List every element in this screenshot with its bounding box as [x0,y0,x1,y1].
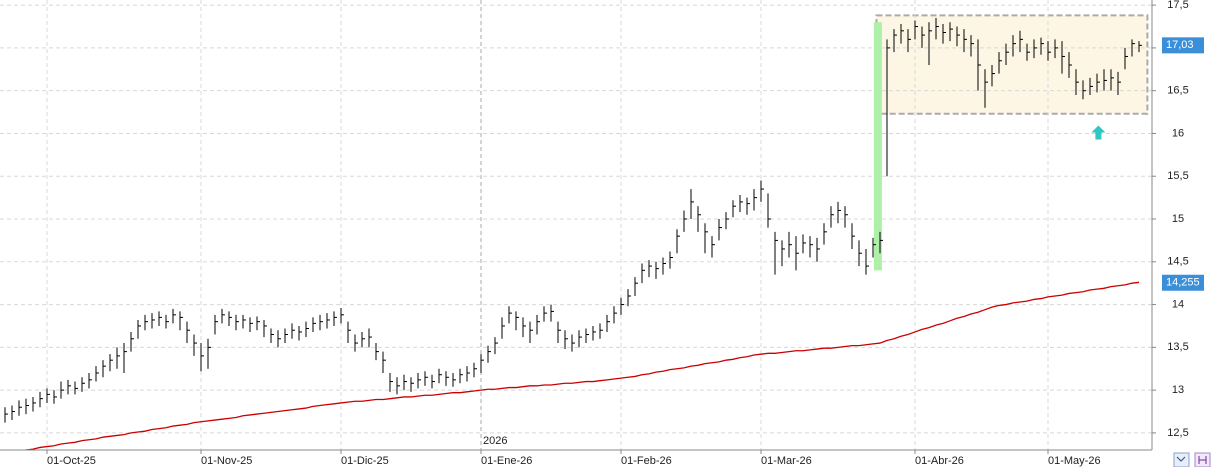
x-tick-label: 01-Ene-26 [481,455,532,467]
x-tick-label: 01-May-26 [1048,455,1101,467]
x-tick-label: 01-Nov-25 [201,455,252,467]
y-tick-label: 16 [1172,127,1184,139]
y-tick-label: 13 [1172,384,1184,396]
moving-average [20,281,1140,450]
y-tick-label: 15 [1172,213,1184,225]
plot-area [0,0,1152,450]
y-tick-label: 17,5 [1167,0,1188,11]
y-tick-label: 15,5 [1167,170,1188,182]
x-tick-label: 01-Abr-26 [915,455,964,467]
ma-price-label: 14,255 [1166,277,1200,289]
y-tick-label: 12,5 [1167,427,1188,439]
last-price-label-box [1162,37,1204,54]
x-tick-label: 01-Feb-26 [621,455,672,467]
year-label: 2026 [483,435,507,447]
y-tick-label: 14 [1172,298,1184,310]
gap-highlight [873,22,882,271]
x-tick-label: 01-Oct-25 [47,455,96,467]
y-tick-label: 14,5 [1167,256,1188,268]
zoom-icon [1198,456,1207,464]
x-tick-label: 01-Dic-25 [341,455,389,467]
ma-price-label-box [1162,274,1204,291]
up-arrow [1091,125,1106,140]
x-tick-label: 01-Mar-26 [761,455,812,467]
range-box [875,14,1149,115]
y-tick-label: 13,5 [1167,341,1188,353]
scroll-icon [1176,456,1186,462]
nav-buttons[interactable] [1173,452,1211,467]
last-price-label: 17,03 [1166,39,1194,51]
y-tick-label: 16,5 [1167,85,1188,97]
